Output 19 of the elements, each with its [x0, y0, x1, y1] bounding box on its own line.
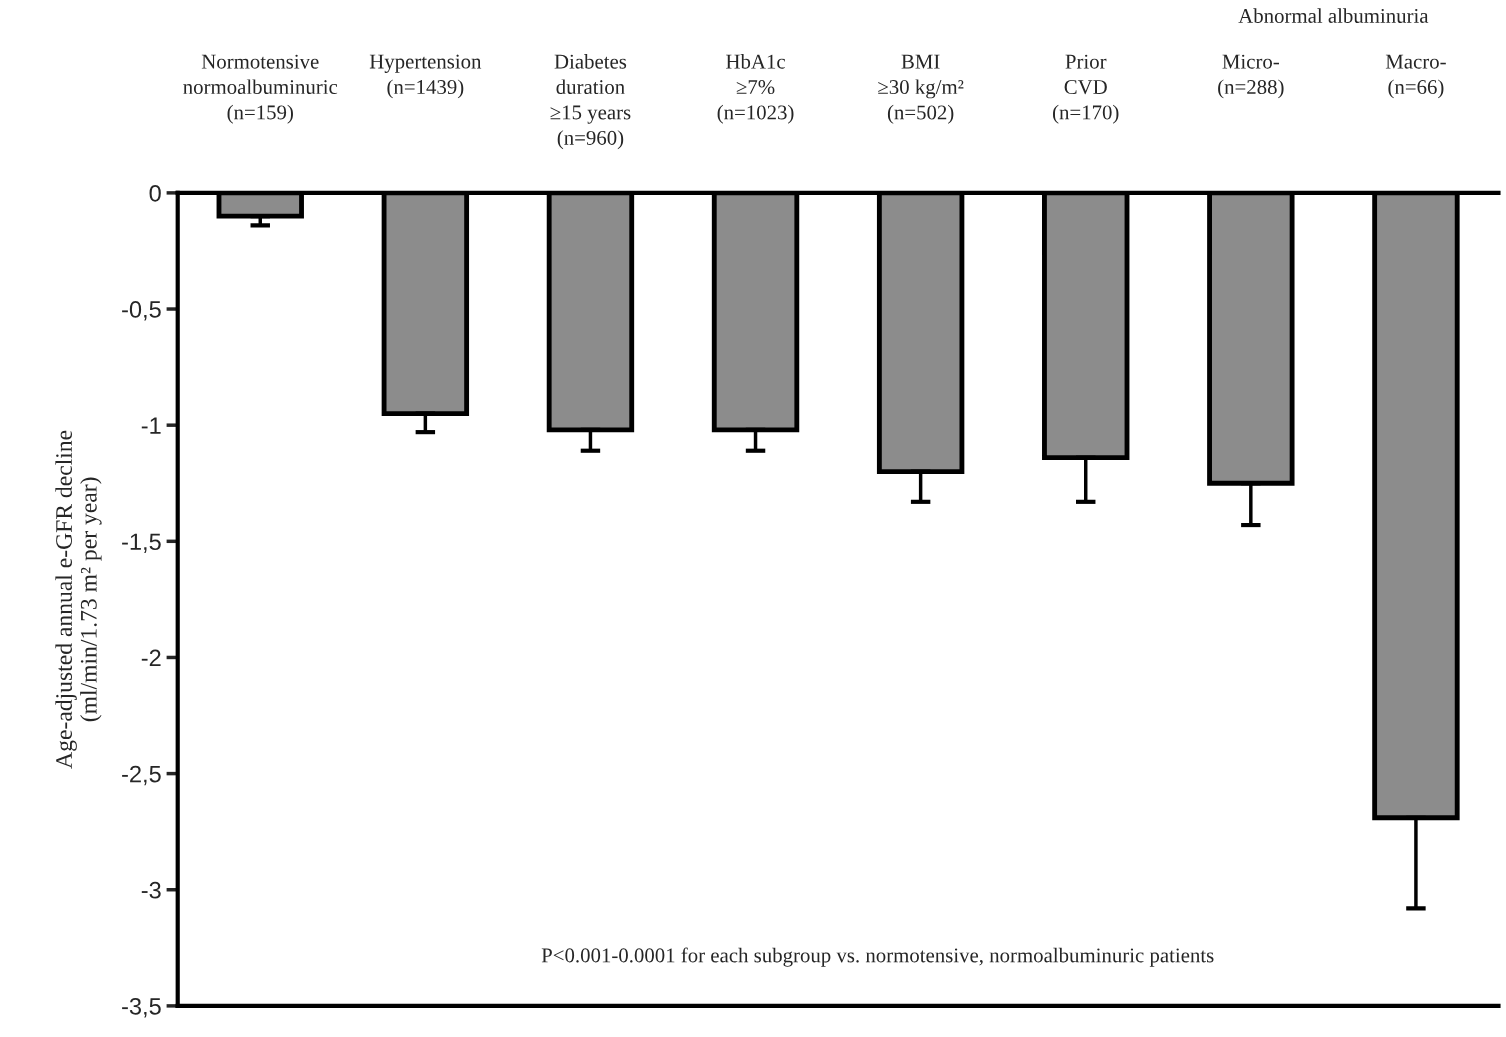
y-tick-label: 0: [149, 184, 161, 202]
x-tick-label: BMI ≥30 kg/m² (n=502): [878, 54, 964, 124]
y-tick-label: -3: [141, 881, 161, 899]
y-tick-label: -2: [141, 649, 161, 667]
y-axis-title: Age-adjusted annual e-GFR decline (ml/min/1.73 m² per year): [55, 430, 102, 769]
y-tick-label: -1,5: [122, 533, 161, 553]
x-tick-label: HbA1c ≥7% (n=1023): [717, 53, 794, 124]
text: Abnormal albuminuria: [1238, 8, 1429, 23]
y-tick-label: -3,5: [122, 997, 161, 1018]
x-tick-label: Hypertension (n=1439): [369, 54, 482, 99]
x-tick-label: Micro- (n=288): [1218, 54, 1284, 99]
x-tick-label: Prior CVD (n=170): [1053, 54, 1119, 124]
annotation: P<0.001-0.0001 for each subgroup vs. normotensive, normoalbuminuric patients: [541, 947, 1214, 967]
y-tick-label: -2,5: [122, 765, 161, 786]
y-tick-label: -1: [141, 417, 161, 434]
x-tick-label: Macro- (n=66): [1385, 54, 1446, 99]
x-tick-label: Diabetes duration ≥15 years (n=960): [550, 53, 631, 150]
x-tick-label: Normotensive normoalbuminuric (n=159): [183, 54, 338, 124]
y-tick-label: -0,5: [122, 301, 161, 321]
